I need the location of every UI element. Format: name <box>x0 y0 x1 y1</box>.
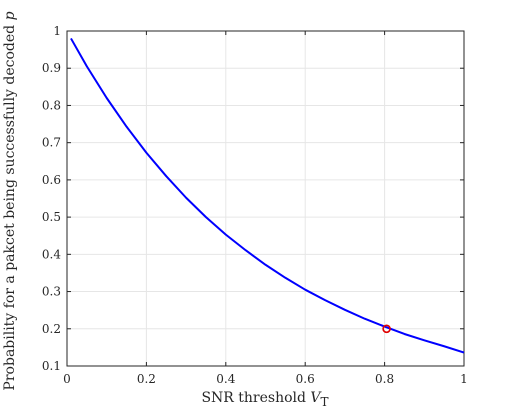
x-tick-label-5: 1 <box>460 372 468 386</box>
x-tick-label-4: 0.8 <box>375 372 394 386</box>
x-axis-label-subscript: T <box>321 395 329 409</box>
x-tick-label-1: 0.2 <box>137 372 156 386</box>
y-tick-label-2: 0.3 <box>42 285 61 299</box>
grid-layer <box>66 30 465 367</box>
y-tick-label-1: 0.2 <box>42 322 61 336</box>
y-tick-label-6: 0.7 <box>42 136 61 150</box>
x-axis-label: SNR threshold VT <box>201 390 328 409</box>
y-tick-label-8: 0.9 <box>42 61 61 75</box>
plot-frame <box>66 30 465 367</box>
y-tick-label-7: 0.8 <box>42 98 61 112</box>
y-tick-label-3: 0.4 <box>42 247 61 261</box>
x-tick-label-0: 0 <box>63 372 71 386</box>
tick-layer: 0 0.2 0.4 0.6 0.8 1 0.1 0.2 0.3 0.4 0.5 0.6 0.7 0.8 0.… <box>42 24 468 386</box>
series-line-0 <box>70 37 465 354</box>
marker-layer <box>382 324 391 334</box>
y-axis-label-symbol: p <box>2 11 18 20</box>
y-axis-label: Probability for a pakcet being successfu… <box>2 11 18 390</box>
y-axis-label-text: Probability for a pakcet being successfu… <box>2 20 18 390</box>
x-tick-label-2: 0.4 <box>216 372 235 386</box>
x-axis-label-symbol: V <box>310 390 322 406</box>
y-tick-label-5: 0.6 <box>42 173 61 187</box>
highlight-marker <box>382 324 391 334</box>
series-layer <box>70 37 465 354</box>
y-tick-label-9: 1 <box>53 24 61 38</box>
y-tick-label-4: 0.5 <box>42 210 61 224</box>
y-tick-label-0: 0.1 <box>42 359 61 373</box>
x-axis-label-prefix: SNR threshold <box>201 390 310 406</box>
x-tick-label-3: 0.6 <box>296 372 315 386</box>
